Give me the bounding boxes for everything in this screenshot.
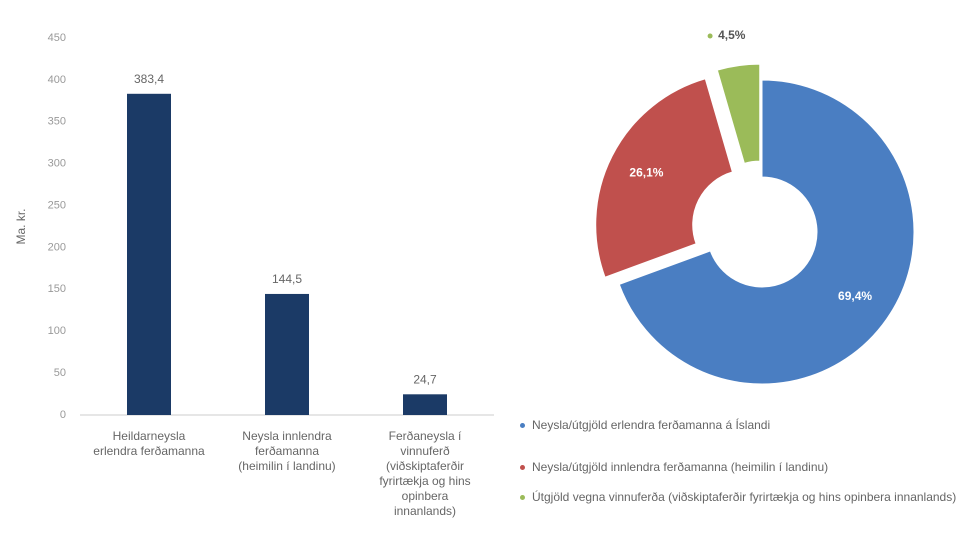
y-tick-label: 450	[48, 32, 66, 44]
y-tick-label: 100	[48, 325, 66, 337]
legend-label: Neysla/útgjöld erlendra ferðamanna á Ísl…	[532, 418, 771, 432]
legend-entry: Neysla/útgjöld erlendra ferðamanna á Ísl…	[520, 418, 956, 433]
bar	[403, 394, 447, 415]
value-label: 24,7	[413, 372, 437, 386]
legend-entry: Útgjöld vegna vinnuferða (viðskiptaferði…	[520, 490, 956, 505]
y-tick-label: 150	[48, 283, 66, 295]
y-tick-label: 350	[48, 116, 66, 128]
x-tick-label: Neysla innlendra ferðamanna (heimilin í …	[238, 429, 336, 473]
y-tick-label: 0	[60, 409, 66, 421]
y-tick-label: 400	[48, 74, 66, 86]
value-label: 69,4%	[838, 289, 872, 303]
y-tick-label: 300	[48, 158, 66, 170]
x-tick-label: Heildarneysla erlendra ferðamanna	[93, 429, 205, 458]
value-label: 26,1%	[629, 166, 663, 180]
x-tick-label: Ferðaneysla í vinnuferð (viðskiptaferðir…	[379, 429, 471, 518]
value-label: 4,5%	[718, 28, 746, 42]
label-marker	[707, 33, 713, 39]
legend-entry: Neysla/útgjöld innlendra ferðamanna (hei…	[520, 460, 956, 475]
pie-slice	[618, 79, 915, 385]
legend-label: Útgjöld vegna vinnuferða (viðskiptaferði…	[532, 490, 956, 504]
value-label: 383,4	[134, 72, 164, 86]
value-label: 144,5	[272, 272, 302, 286]
y-tick-label: 200	[48, 241, 66, 253]
bar	[265, 293, 309, 415]
y-axis-label: Ma. kr.	[14, 208, 28, 244]
legend-swatch	[520, 465, 525, 470]
legend-swatch	[520, 423, 525, 428]
y-tick-label: 50	[54, 367, 66, 379]
pie-slice	[716, 63, 761, 164]
legend-label: Neysla/útgjöld innlendra ferðamanna (hei…	[532, 460, 829, 474]
legend-swatch	[520, 495, 525, 500]
y-tick-label: 250	[48, 199, 66, 211]
pie-slice	[595, 78, 733, 278]
bar	[127, 93, 171, 416]
